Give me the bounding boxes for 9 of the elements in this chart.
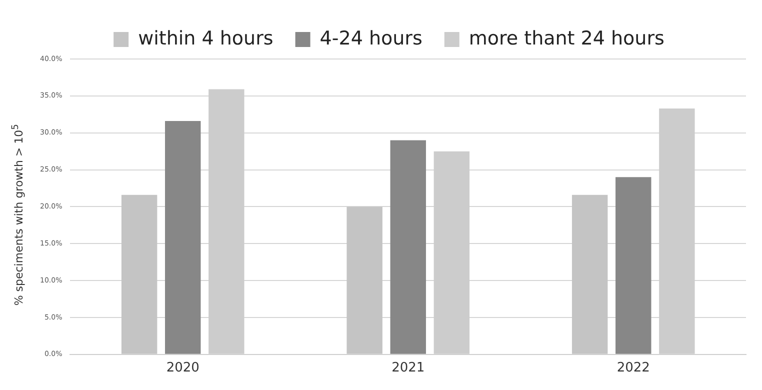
bar bbox=[616, 177, 652, 354]
x-tick-label: 2020 bbox=[166, 360, 200, 376]
bar bbox=[165, 121, 201, 354]
bar bbox=[390, 140, 426, 354]
x-tick-label: 2021 bbox=[392, 360, 425, 376]
legend-label: more thant 24 hours bbox=[468, 27, 664, 50]
x-tick-label: 2022 bbox=[616, 360, 650, 376]
legend-label: 4-24 hours bbox=[320, 27, 422, 50]
legend-label: within 4 hours bbox=[138, 27, 274, 50]
